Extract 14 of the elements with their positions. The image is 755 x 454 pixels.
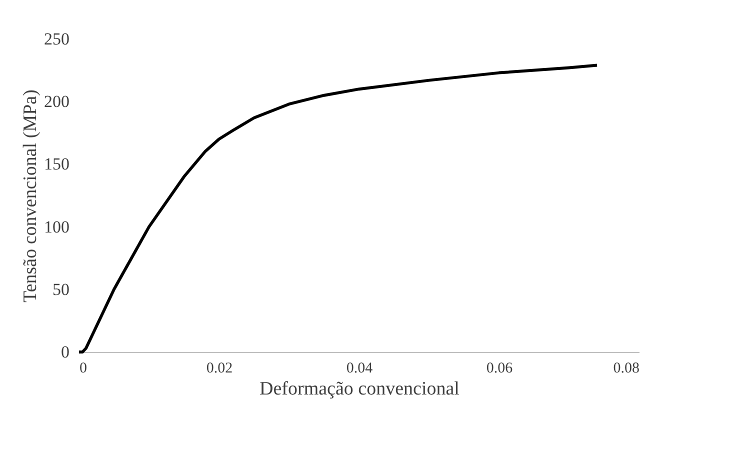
y-tick-label: 0 [61, 342, 70, 362]
y-tick-label: 250 [44, 30, 70, 48]
y-axis-title: Tensão convencional (MPa) [20, 90, 41, 302]
line-series [78, 64, 598, 354]
x-axis-title: Deformação convencional [260, 378, 460, 400]
x-tick-label: 0.04 [346, 360, 374, 376]
y-tick-label: 200 [44, 92, 70, 112]
x-tick-label: 0.06 [486, 360, 514, 376]
y-tick-label: 100 [44, 217, 70, 236]
y-tick-label: 50 [52, 280, 70, 299]
x-tick-label: 0 [80, 360, 87, 376]
x-tick-label: 0.02 [206, 360, 233, 376]
y-tick-label: 150 [44, 154, 70, 174]
x-tick-label: 0.08 [613, 360, 640, 376]
